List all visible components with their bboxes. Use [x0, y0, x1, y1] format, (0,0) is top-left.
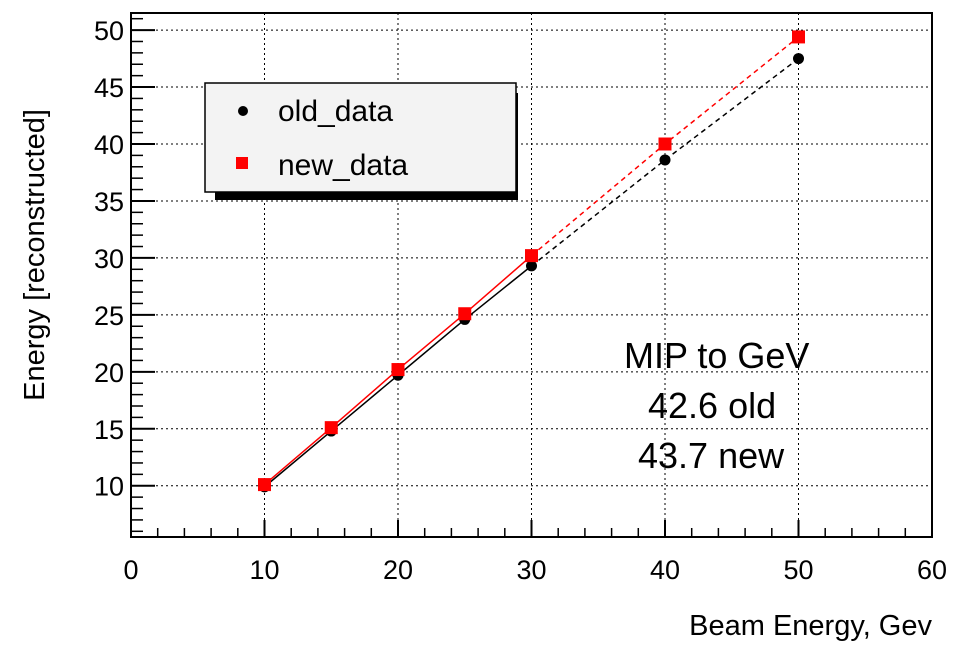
tick-labels: 0 10 20 30 40 50 60 10 15 20 25 30 35 40 45 50 [94, 16, 947, 585]
y-tick-label: 35 [94, 187, 124, 217]
data-point-new_data [258, 478, 271, 492]
legend-marker-new-data [236, 157, 248, 169]
data-point-new_data [458, 307, 472, 321]
annotation-new-factor: 43.7 new [638, 435, 785, 476]
data-point-old_data [526, 260, 537, 272]
x-axis-title: Beam Energy, Gev [689, 610, 932, 642]
x-tick-label: 0 [123, 555, 138, 585]
x-tick-label: 60 [917, 555, 947, 585]
x-tick-label: 50 [783, 555, 813, 585]
y-tick-label: 15 [94, 415, 124, 445]
legend-label-new-data: new_data [278, 149, 408, 182]
x-tick-label: 20 [383, 555, 413, 585]
grid [131, 13, 932, 537]
data-point-old_data [659, 154, 671, 166]
y-tick-label: 30 [94, 244, 124, 274]
x-tick-label: 30 [516, 555, 546, 585]
annotation-title: MIP to GeV [624, 335, 809, 376]
series-line-dashed-old_data [531, 57, 799, 267]
data-markers [258, 30, 805, 493]
y-axis-title: Energy [reconstructed] [19, 109, 51, 401]
legend-marker-old-data [238, 106, 248, 116]
data-point-new_data [525, 249, 538, 263]
y-tick-label: 50 [94, 16, 124, 46]
data-point-new_data [792, 30, 805, 44]
data-point-new_data [391, 363, 405, 377]
data-point-old_data [793, 53, 804, 65]
legend: old_data new_data [204, 82, 518, 200]
y-tick-label: 25 [94, 301, 124, 331]
x-tick-label: 40 [650, 555, 680, 585]
axis-ticks [130, 17, 933, 537]
annotation: MIP to GeV 42.6 old 43.7 new [624, 335, 809, 476]
annotation-old-factor: 42.6 old [648, 385, 776, 426]
x-tick-label: 10 [249, 555, 279, 585]
y-tick-label: 20 [94, 358, 124, 388]
data-point-new_data [324, 421, 338, 435]
legend-label-old-data: old_data [278, 95, 393, 128]
data-point-new_data [658, 137, 672, 151]
y-tick-label: 10 [94, 472, 124, 502]
y-tick-label: 45 [94, 73, 124, 103]
y-tick-label: 40 [94, 130, 124, 160]
